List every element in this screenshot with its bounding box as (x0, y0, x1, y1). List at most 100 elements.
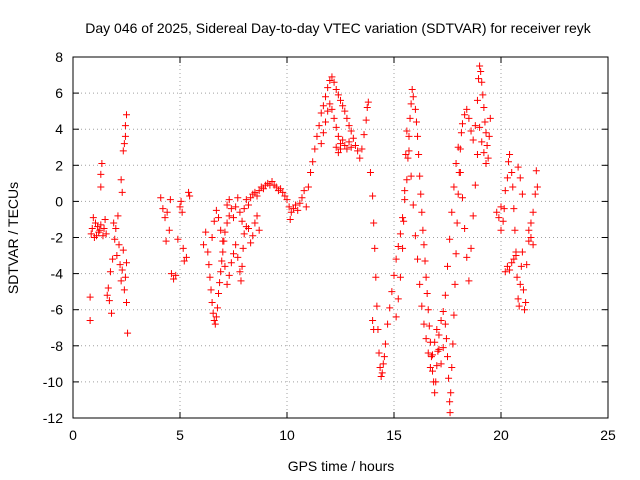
data-point (453, 219, 461, 227)
data-point (381, 340, 389, 348)
data-point (527, 234, 535, 241)
data-point (334, 91, 342, 99)
data-point (513, 273, 521, 281)
data-point (417, 190, 425, 198)
chart-title: Day 046 of 2025, Sidereal Day-to-day VTE… (85, 20, 591, 36)
data-point (354, 147, 362, 155)
data-point (399, 244, 407, 252)
data-point (442, 335, 450, 343)
data-point (283, 196, 291, 204)
data-point (322, 118, 330, 126)
y-tick-label: -10 (43, 374, 63, 390)
data-point (447, 389, 455, 397)
data-point (525, 226, 533, 234)
data-point (281, 192, 289, 200)
data-point (478, 138, 486, 146)
data-point (179, 244, 187, 252)
data-point (101, 215, 109, 223)
data-point (166, 196, 174, 204)
data-point (356, 154, 364, 162)
data-point (437, 360, 445, 368)
data-point (497, 203, 505, 211)
data-point (100, 224, 108, 232)
data-point (223, 219, 231, 227)
data-point (451, 280, 459, 288)
data-point (351, 141, 359, 149)
data-point (461, 111, 469, 119)
data-point (493, 208, 501, 216)
data-point (208, 298, 216, 306)
data-point (512, 252, 520, 260)
data-point (332, 143, 340, 151)
data-point (332, 123, 340, 131)
data-point (345, 138, 353, 146)
data-point (324, 84, 332, 92)
data-point (108, 309, 116, 317)
x-tick-label: 15 (386, 427, 402, 443)
data-point (244, 224, 252, 232)
data-point (244, 201, 252, 209)
data-point (212, 206, 220, 214)
data-point (110, 219, 118, 227)
data-point (380, 353, 388, 361)
data-point (516, 174, 524, 182)
data-point (401, 187, 409, 195)
data-point (518, 248, 526, 256)
data-point (324, 107, 332, 115)
data-point (511, 226, 519, 234)
data-point (317, 109, 325, 117)
x-tick-label: 25 (600, 427, 616, 443)
data-point (403, 176, 411, 184)
data-point (347, 143, 355, 151)
data-point (223, 280, 231, 288)
data-point (217, 268, 225, 276)
data-point (238, 217, 246, 225)
data-point (414, 255, 422, 263)
data-point (206, 273, 214, 281)
data-point (119, 147, 127, 155)
data-point (525, 237, 533, 245)
data-point (431, 338, 439, 346)
data-point (121, 122, 129, 130)
data-point (209, 309, 217, 317)
data-point (218, 257, 226, 265)
data-point (186, 192, 194, 200)
data-point (444, 353, 451, 361)
data-point (343, 145, 351, 153)
data-point (162, 237, 170, 245)
data-point (476, 123, 484, 131)
data-point (441, 291, 449, 299)
data-point (208, 234, 216, 241)
data-point (332, 85, 340, 93)
data-point (286, 215, 294, 223)
data-point (394, 243, 402, 251)
data-point (247, 239, 255, 247)
data-point (370, 326, 378, 334)
data-point (210, 217, 218, 225)
data-point (178, 208, 186, 216)
data-point (279, 188, 287, 196)
data-point (97, 221, 105, 229)
data-point (89, 214, 97, 222)
data-point (97, 183, 105, 191)
data-point (503, 262, 511, 270)
data-point (236, 208, 244, 216)
data-point (409, 93, 417, 101)
data-point (251, 219, 259, 227)
data-point (98, 159, 106, 167)
data-point (481, 118, 489, 126)
data-point (253, 192, 261, 200)
data-point (501, 268, 509, 276)
data-point (517, 262, 525, 270)
data-point (304, 183, 312, 191)
data-point (458, 120, 466, 128)
data-point (87, 230, 95, 238)
data-point (124, 329, 132, 337)
data-point (225, 196, 233, 204)
data-point (404, 154, 412, 162)
data-point (180, 257, 188, 265)
data-point (176, 203, 184, 211)
data-point (255, 226, 263, 234)
data-point (420, 320, 428, 328)
